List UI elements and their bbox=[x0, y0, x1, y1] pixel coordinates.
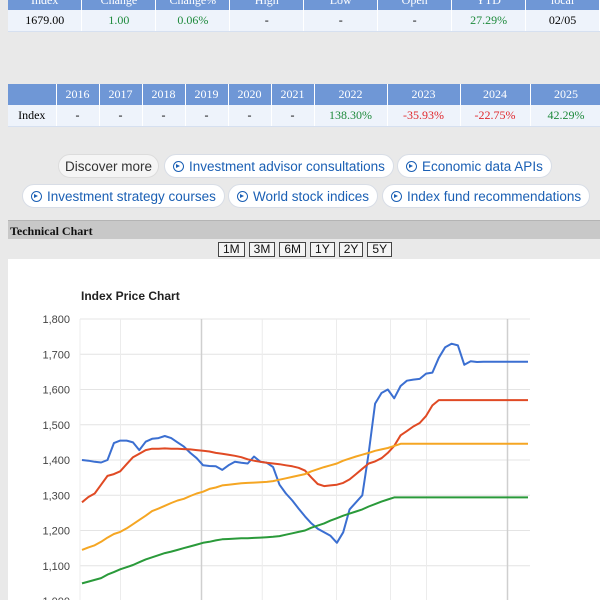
quote-header-row: Index Change Change% High Low Open YTD l… bbox=[8, 0, 600, 10]
price-value: 1679.00 bbox=[8, 10, 83, 32]
series-line-3 bbox=[81, 496, 528, 585]
yearly-cell: -22.75% bbox=[460, 105, 531, 127]
ytd-value: 27.29% bbox=[451, 10, 527, 32]
yearly-cell: - bbox=[185, 105, 229, 127]
quote-header-cell: Index bbox=[8, 0, 83, 10]
quote-header-cell: Change bbox=[81, 0, 157, 10]
y-tick-label: 1,800 bbox=[42, 314, 70, 326]
yearly-cell: - bbox=[56, 105, 100, 127]
quote-row: 1679.00 1.00 0.06% - - - 27.29% 02/05 bbox=[8, 10, 600, 32]
technical-chart-header: Technical Chart bbox=[8, 220, 600, 239]
range-button-2y[interactable]: 2Y bbox=[338, 242, 364, 257]
y-tick-label: 1,100 bbox=[42, 561, 70, 573]
local-date-value: 02/05 bbox=[525, 10, 600, 32]
range-button-1y[interactable]: 1Y bbox=[310, 242, 335, 257]
yearly-header-row: 2016 2017 2018 2019 2020 2021 2022 2023 … bbox=[8, 84, 600, 105]
yearly-header-cell: 2016 bbox=[56, 84, 100, 105]
quote-header-cell: YTD bbox=[451, 0, 527, 10]
link-label: Investment advisor consultations bbox=[189, 158, 385, 174]
y-tick-label: 1,000 bbox=[42, 596, 70, 600]
quote-header-cell: Open bbox=[377, 0, 453, 10]
yearly-cell: - bbox=[271, 105, 315, 127]
yearly-cell: -35.93% bbox=[387, 105, 461, 127]
series-line-1 bbox=[81, 399, 528, 504]
yearly-header-cell: 2019 bbox=[185, 84, 229, 105]
link-label: Investment strategy courses bbox=[47, 188, 216, 204]
range-button-6m[interactable]: 6M bbox=[279, 242, 307, 257]
low-value: - bbox=[303, 10, 379, 32]
link-label: Economic data APIs bbox=[422, 158, 543, 174]
yearly-cell: 42.29% bbox=[530, 105, 600, 127]
high-value: - bbox=[229, 10, 305, 32]
yearly-cell: - bbox=[142, 105, 186, 127]
link-index-fund-recommendations[interactable]: Index fund recommendations bbox=[382, 184, 591, 208]
chart-series bbox=[81, 342, 528, 585]
range-selector: 1M 3M 6M 1Y 2Y 5Y bbox=[218, 242, 393, 257]
yearly-header-cell: 2022 bbox=[314, 84, 388, 105]
link-investment-strategy-courses[interactable]: Investment strategy courses bbox=[22, 184, 225, 208]
yearly-header-cell: 2021 bbox=[271, 84, 315, 105]
yearly-header-cell: 2018 bbox=[142, 84, 186, 105]
y-tick-label: 1,300 bbox=[42, 490, 70, 502]
link-label: Index fund recommendations bbox=[407, 188, 582, 204]
range-button-3m[interactable]: 3M bbox=[248, 242, 276, 257]
y-tick-label: 1,200 bbox=[42, 526, 70, 538]
change-percent-value: 0.06% bbox=[155, 10, 231, 32]
discover-more-text: Discover more bbox=[65, 158, 153, 174]
link-world-stock-indices[interactable]: World stock indices bbox=[228, 184, 379, 208]
y-axis-ticks: 1,800 1,700 1,600 1,500 1,400 1,300 1,200 1,100… bbox=[42, 314, 70, 600]
yearly-header-cell: 2020 bbox=[228, 84, 272, 105]
chart-panel: Index Price Chart 1,800 1,700 1,600 1,500 1,… bbox=[8, 259, 600, 600]
chart-title: Index Price Chart bbox=[81, 289, 180, 303]
technical-chart-title: Technical Chart bbox=[10, 224, 93, 238]
link-investment-advisor[interactable]: Investment advisor consultations bbox=[164, 154, 394, 178]
arrow-circle-icon bbox=[406, 160, 417, 172]
index-price-chart: Index Price Chart 1,8001,7001,6001,5001,… bbox=[42, 289, 530, 600]
yearly-cell: - bbox=[228, 105, 272, 127]
change-value: 1.00 bbox=[81, 10, 157, 32]
range-button-1m[interactable]: 1M bbox=[218, 242, 245, 257]
yearly-cell: 138.30% bbox=[314, 105, 388, 127]
quote-table: Index Change Change% High Low Open YTD l… bbox=[8, 0, 600, 32]
yearly-returns-table: 2016 2017 2018 2019 2020 2021 2022 2023 … bbox=[8, 84, 600, 127]
quote-header-cell: Low bbox=[303, 0, 379, 10]
quote-header-cell: local bbox=[525, 0, 600, 10]
yearly-header-cell: 2017 bbox=[99, 84, 143, 105]
y-tick-label: 1,600 bbox=[42, 385, 70, 397]
yearly-row: Index - - - - - - 138.30% -35.93% -22.75… bbox=[8, 105, 600, 127]
arrow-circle-icon bbox=[391, 190, 402, 202]
arrow-circle-icon bbox=[173, 160, 184, 172]
link-label: World stock indices bbox=[253, 188, 370, 204]
y-tick-label: 1,500 bbox=[42, 420, 70, 432]
discover-more-label: Discover more bbox=[58, 154, 160, 178]
chart-grid bbox=[79, 318, 530, 600]
series-line-2 bbox=[81, 442, 528, 551]
arrow-circle-icon bbox=[31, 190, 42, 202]
yearly-cell: - bbox=[99, 105, 143, 127]
y-tick-label: 1,400 bbox=[42, 455, 70, 467]
arrow-circle-icon bbox=[237, 190, 248, 202]
series-line-0 bbox=[81, 342, 528, 544]
yearly-header-cell bbox=[8, 84, 57, 105]
quote-header-cell: Change% bbox=[155, 0, 231, 10]
yearly-row-label: Index bbox=[8, 105, 57, 127]
yearly-header-cell: 2025 bbox=[530, 84, 600, 105]
link-economic-data-apis[interactable]: Economic data APIs bbox=[397, 154, 552, 178]
yearly-header-cell: 2024 bbox=[460, 84, 531, 105]
range-button-5y[interactable]: 5Y bbox=[367, 242, 393, 257]
open-value: - bbox=[377, 10, 453, 32]
yearly-header-cell: 2023 bbox=[387, 84, 461, 105]
quote-header-cell: High bbox=[229, 0, 305, 10]
y-tick-label: 1,700 bbox=[42, 349, 70, 361]
